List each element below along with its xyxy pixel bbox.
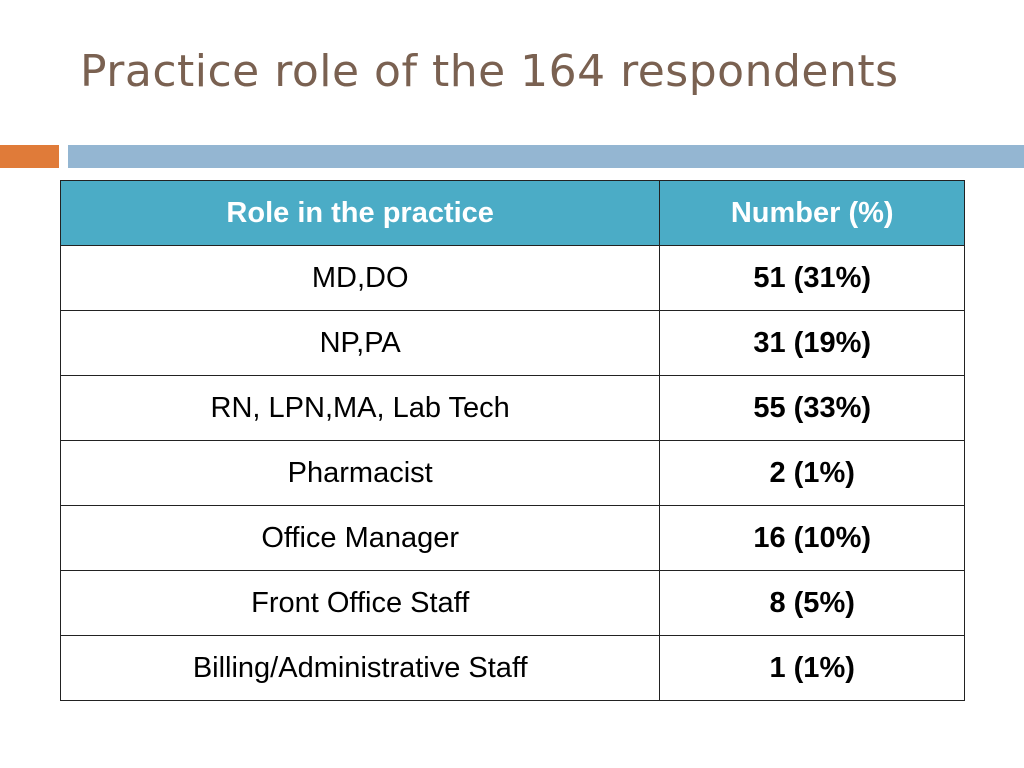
slide-title: Practice role of the 164 respondents xyxy=(80,46,899,97)
table-row: RN, LPN,MA, Lab Tech 55 (33%) xyxy=(59,375,965,441)
role-cell: Billing/Administrative Staff xyxy=(59,635,661,701)
accent-bar-blue xyxy=(68,145,1024,168)
number-cell: 55 (33%) xyxy=(659,375,965,441)
column-header-role: Role in the practice xyxy=(59,180,661,246)
number-cell: 8 (5%) xyxy=(659,570,965,636)
table-row: MD,DO 51 (31%) xyxy=(59,245,965,311)
role-cell: NP,PA xyxy=(59,310,661,376)
role-cell: Pharmacist xyxy=(59,440,661,506)
role-cell: Office Manager xyxy=(59,505,661,571)
table-row: Pharmacist 2 (1%) xyxy=(59,440,965,506)
accent-bar-orange xyxy=(0,145,59,168)
number-cell: 16 (10%) xyxy=(659,505,965,571)
respondent-role-table: Role in the practice Number (%) MD,DO 51… xyxy=(59,180,965,701)
table-header-row: Role in the practice Number (%) xyxy=(59,180,965,246)
role-cell: Front Office Staff xyxy=(59,570,661,636)
table-row: NP,PA 31 (19%) xyxy=(59,310,965,376)
table-row: Front Office Staff 8 (5%) xyxy=(59,570,965,636)
number-cell: 51 (31%) xyxy=(659,245,965,311)
table-row: Billing/Administrative Staff 1 (1%) xyxy=(59,635,965,701)
role-cell: MD,DO xyxy=(59,245,661,311)
number-cell: 2 (1%) xyxy=(659,440,965,506)
table-row: Office Manager 16 (10%) xyxy=(59,505,965,571)
number-cell: 31 (19%) xyxy=(659,310,965,376)
column-header-number: Number (%) xyxy=(659,180,965,246)
role-cell: RN, LPN,MA, Lab Tech xyxy=(59,375,661,441)
number-cell: 1 (1%) xyxy=(659,635,965,701)
